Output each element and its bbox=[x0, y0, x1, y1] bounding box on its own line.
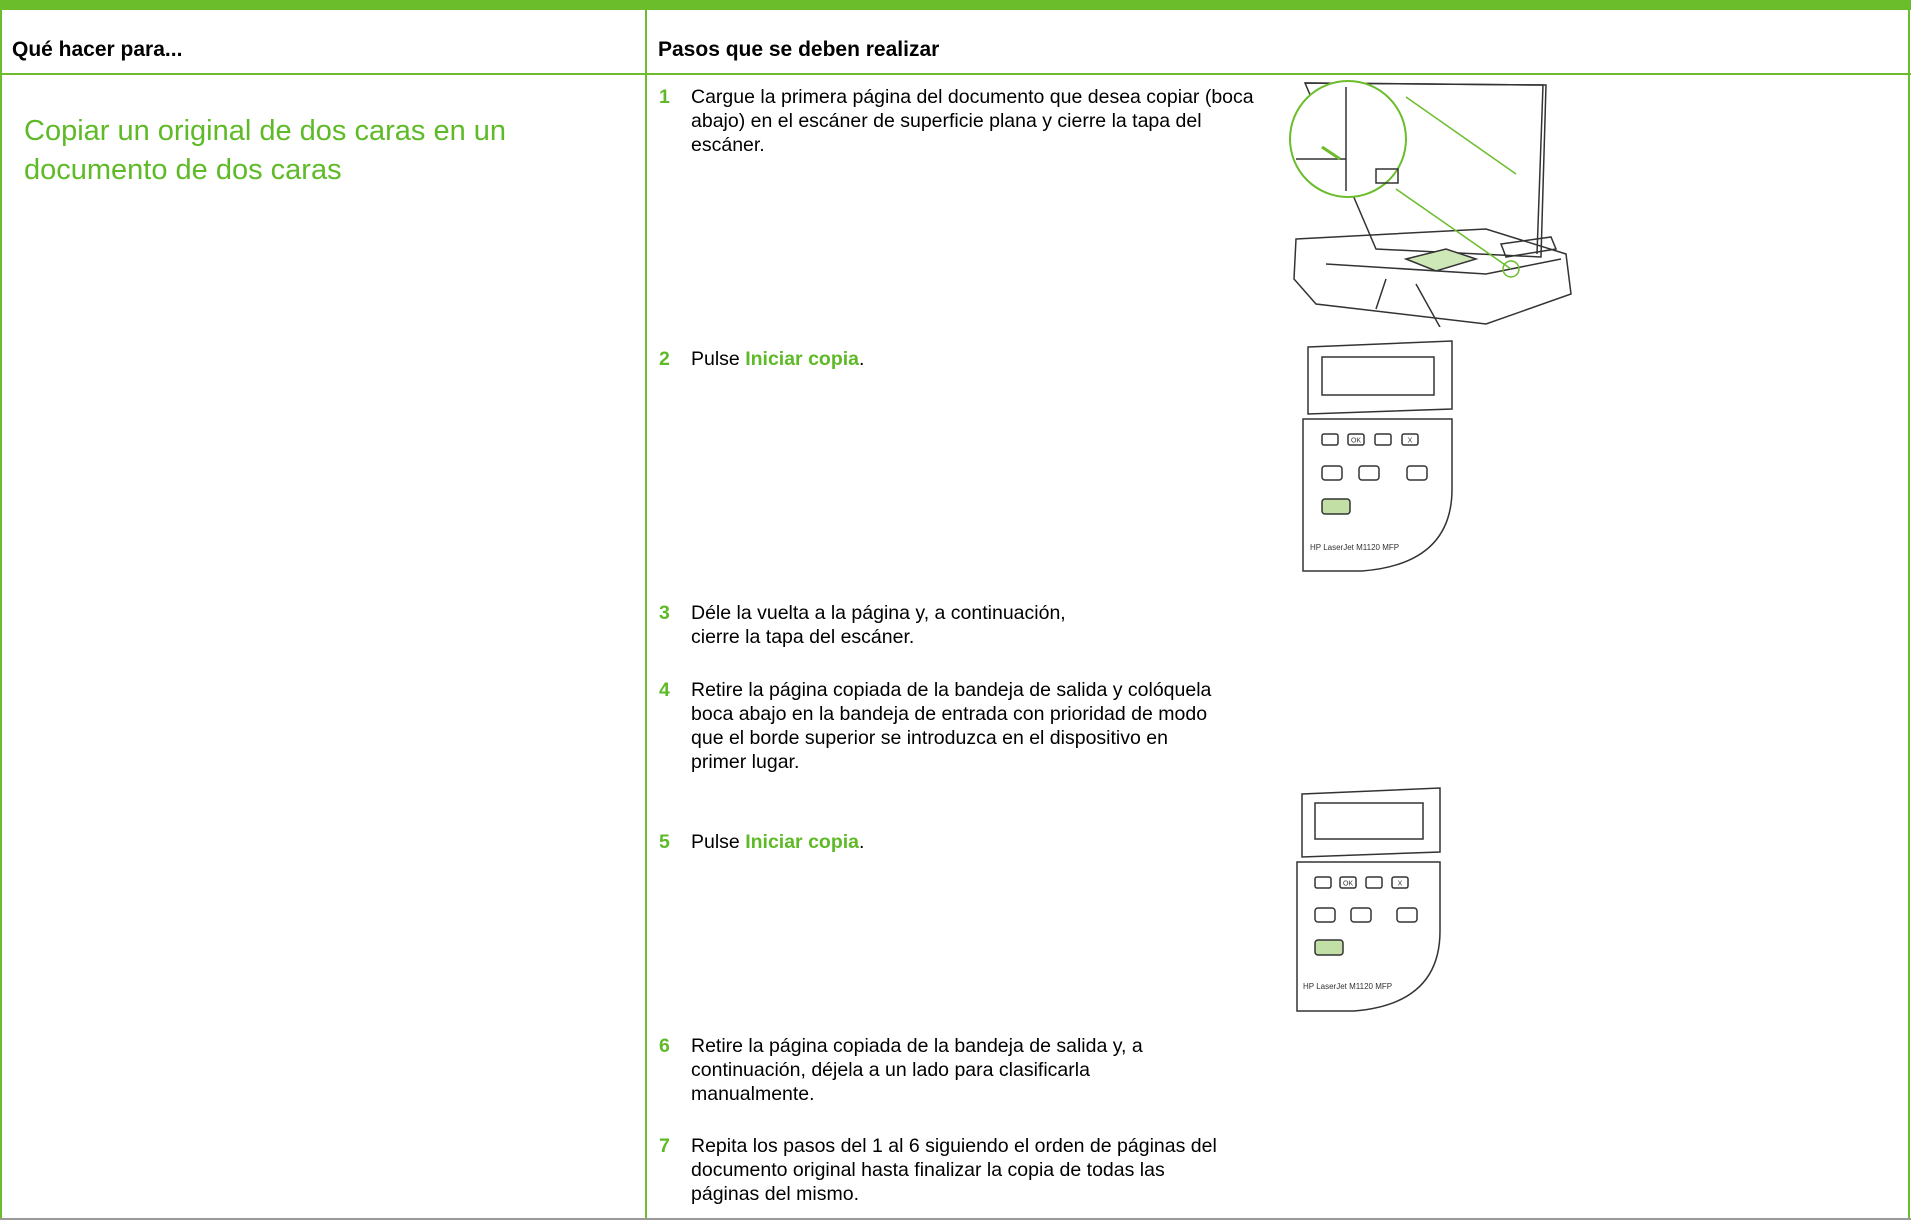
step-text: Retire la página copiada de la bandeja d… bbox=[691, 678, 1224, 774]
step-text: Pulse Iniciar copia. bbox=[691, 830, 1259, 854]
step: 1 Cargue la primera página del documento … bbox=[659, 85, 1259, 157]
step-text: Déle la vuelta a la página y, a continua… bbox=[691, 601, 1109, 649]
top-bar bbox=[0, 0, 1911, 10]
header-row: Qué hacer para... Pasos que se deben rea… bbox=[0, 10, 1911, 75]
task-title: Copiar un original de dos caras en un do… bbox=[24, 115, 507, 186]
control-panel-illustration: OK X HP LaserJet M1120 MFP bbox=[1302, 340, 1453, 572]
text: Pulse bbox=[691, 831, 746, 853]
step-text: Repita los pasos del 1 al 6 siguiendo el… bbox=[691, 1134, 1219, 1206]
step: 2 Pulse Iniciar copia. bbox=[659, 347, 1259, 371]
key-label: X bbox=[1408, 438, 1413, 445]
text: Pulse bbox=[691, 348, 746, 370]
step: 7 Repita los pasos del 1 al 6 siguiendo e… bbox=[659, 1134, 1219, 1206]
text: Repita los pasos del 1 al 6 siguiendo el… bbox=[691, 1135, 1217, 1205]
model-label: HP LaserJet M1120 MFP bbox=[1310, 543, 1399, 552]
key-label: OK bbox=[1343, 881, 1353, 888]
step: 4 Retire la página copiada de la bandeja … bbox=[659, 678, 1224, 774]
key-label: OK bbox=[1351, 438, 1361, 445]
border bbox=[0, 10, 2, 1219]
step-number: 7 bbox=[659, 1135, 670, 1157]
step-number: 3 bbox=[659, 602, 670, 624]
button-name: Iniciar copia bbox=[745, 831, 859, 853]
border bbox=[0, 1218, 1911, 1220]
control-panel-illustration: OK X HP LaserJet M1120 MFP bbox=[1296, 787, 1441, 1012]
header-cell: Pasos que se deben realizar bbox=[658, 38, 940, 61]
step: 6 Retire la página copiada de la bandeja … bbox=[659, 1034, 1199, 1106]
step: 5 Pulse Iniciar copia. bbox=[659, 830, 1259, 854]
step: 3 Déle la vuelta a la página y, a continu… bbox=[659, 601, 1109, 649]
text: Déle la vuelta a la página y, a continua… bbox=[691, 602, 1066, 648]
text: . bbox=[859, 348, 865, 370]
button-name: Iniciar copia bbox=[745, 348, 859, 370]
key-label: X bbox=[1398, 881, 1403, 888]
border bbox=[1908, 10, 1910, 1219]
step-number: 4 bbox=[659, 679, 670, 701]
column-divider bbox=[645, 10, 647, 1219]
header-cell: Qué hacer para... bbox=[12, 38, 183, 61]
step-number: 6 bbox=[659, 1035, 670, 1057]
text: Retire la página copiada de la bandeja d… bbox=[691, 679, 1212, 773]
step-text: Retire la página copiada de la bandeja d… bbox=[691, 1034, 1199, 1106]
text: Retire la página copiada de la bandeja d… bbox=[691, 1035, 1143, 1105]
scanner-illustration bbox=[1289, 80, 1572, 327]
step-number: 1 bbox=[659, 86, 670, 108]
step-text: Cargue la primera página del documento q… bbox=[691, 85, 1259, 157]
model-label: HP LaserJet M1120 MFP bbox=[1303, 982, 1392, 991]
step-text: Pulse Iniciar copia. bbox=[691, 347, 1259, 371]
text: Cargue la primera página del documento q… bbox=[691, 86, 1254, 156]
text: . bbox=[859, 831, 865, 853]
step-number: 5 bbox=[659, 831, 670, 853]
step-number: 2 bbox=[659, 348, 670, 370]
